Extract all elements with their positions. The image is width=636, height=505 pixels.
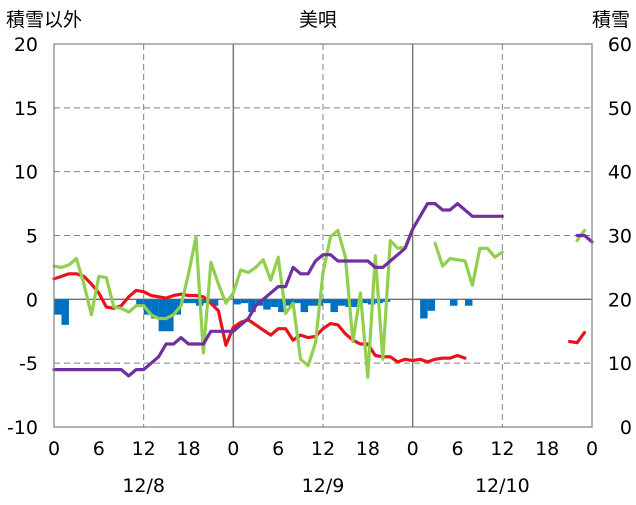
right-tick-label: 40 — [608, 162, 632, 184]
precipitation-bar — [427, 299, 436, 311]
precipitation-bar — [293, 299, 301, 304]
series-lines — [52, 202, 594, 379]
precipitation-bar — [210, 299, 219, 306]
snow_depth-line — [52, 202, 504, 378]
left-tick-label: 0 — [26, 289, 38, 311]
chart-title: 美唄 — [299, 9, 337, 31]
precipitation-bar — [173, 299, 182, 315]
right-tick-label: 60 — [608, 34, 632, 56]
precipitation-bar — [151, 299, 159, 319]
wind-line — [52, 227, 415, 379]
left-tick-label: -5 — [19, 353, 38, 375]
precipitation-bar — [181, 299, 189, 304]
x-tick-label: 18 — [535, 438, 559, 460]
left-tick-label: 20 — [14, 34, 38, 56]
precipitation-bar — [240, 299, 249, 304]
temperature-line — [567, 330, 587, 345]
x-tick-label: 12 — [132, 438, 156, 460]
x-tick-label: 18 — [176, 438, 200, 460]
precipitation-bar — [158, 299, 167, 332]
precipitation-bar — [188, 299, 196, 304]
right-axis-label: 積雪 — [592, 9, 630, 31]
precipitation-bar — [420, 299, 428, 319]
precipitation-bar — [352, 299, 361, 307]
left-tick-label: 15 — [14, 98, 38, 120]
right-tick-label: 20 — [608, 289, 632, 311]
precipitation-bar — [278, 299, 286, 313]
snow_depth-line — [575, 233, 594, 244]
precipitation-bar — [248, 299, 256, 313]
date-label: 12/10 — [475, 475, 530, 497]
x-tick-label: 0 — [586, 438, 598, 460]
precipitation-bars — [54, 299, 473, 332]
x-tick-label: 18 — [356, 438, 380, 460]
precipitation-bar — [464, 299, 473, 306]
precipitation-bar — [263, 299, 271, 310]
right-tick-label: 50 — [608, 98, 632, 120]
precipitation-bar — [330, 299, 338, 313]
left-tick-label: 10 — [14, 162, 38, 184]
right-tick-label: 10 — [608, 353, 632, 375]
left-tick-label: 5 — [26, 226, 38, 248]
x-tick-label: 6 — [93, 438, 105, 460]
x-tick-label: 12 — [311, 438, 335, 460]
x-tick-label: 6 — [272, 438, 284, 460]
precipitation-bar — [300, 299, 309, 313]
x-tick-label: 0 — [227, 438, 239, 460]
plot-frame — [53, 43, 593, 428]
x-tick-label: 0 — [407, 438, 419, 460]
precipitation-bar — [61, 299, 69, 325]
right-tick-label: 0 — [620, 417, 632, 439]
precipitation-bar — [270, 299, 279, 307]
precipitation-bar — [136, 299, 144, 306]
precipitation-bar — [323, 299, 331, 304]
precipitation-bar — [54, 299, 62, 315]
precipitation-bar — [233, 299, 241, 305]
temperature-line — [52, 272, 467, 364]
left-axis-label: 積雪以外 — [6, 9, 82, 31]
date-label: 12/8 — [122, 475, 165, 497]
x-tick-label: 0 — [48, 438, 60, 460]
right-tick-label: 30 — [608, 226, 632, 248]
x-tick-label: 12 — [490, 438, 514, 460]
date-label: 12/9 — [302, 475, 345, 497]
wind-line — [433, 241, 504, 287]
precipitation-bar — [450, 299, 458, 306]
x-tick-label: 6 — [451, 438, 463, 460]
left-tick-label: -10 — [7, 417, 38, 439]
precipitation-bar — [285, 299, 294, 306]
precipitation-bar — [143, 299, 152, 315]
precipitation-bar — [308, 299, 316, 306]
precipitation-bar — [337, 299, 346, 306]
precipitation-bar — [360, 299, 368, 304]
